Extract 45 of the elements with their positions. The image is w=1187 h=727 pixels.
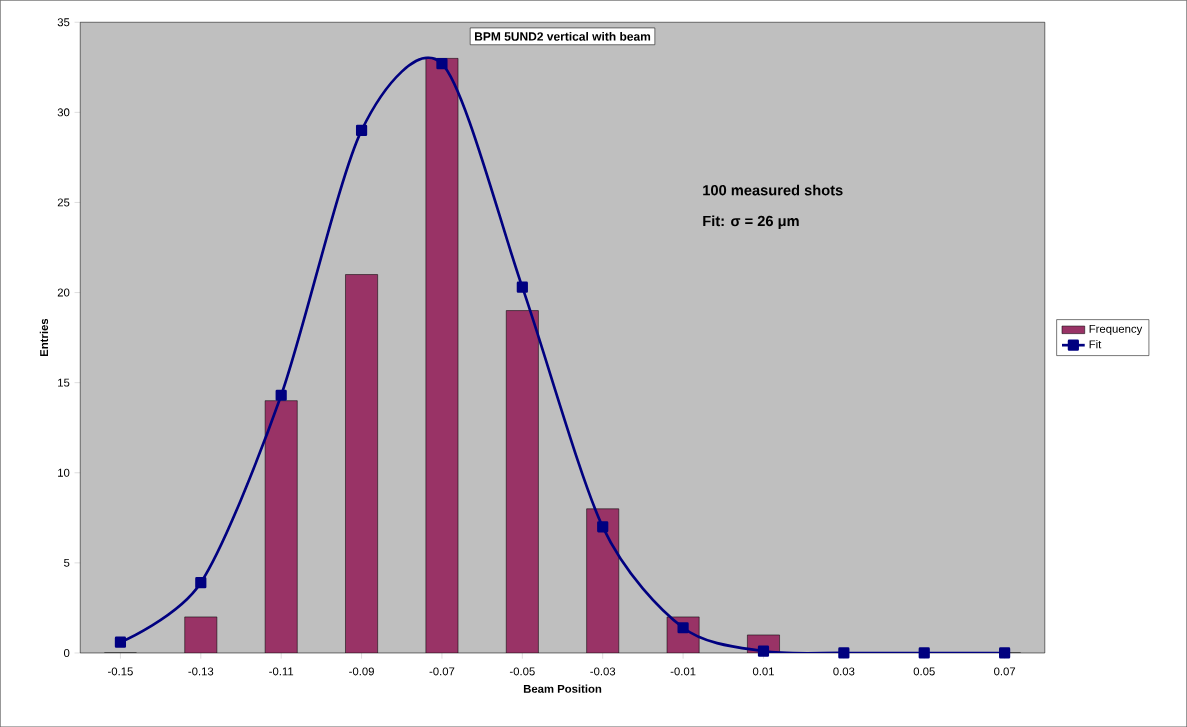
point xyxy=(677,622,689,634)
y-tick-label: 25 xyxy=(57,198,70,207)
y-axis-title: Entries xyxy=(39,318,49,356)
legend-label: Fit xyxy=(1089,339,1102,349)
point xyxy=(838,647,850,659)
x-tick-label: -0.11 xyxy=(269,667,294,676)
point xyxy=(516,281,528,293)
y-tick-label: 15 xyxy=(58,378,70,387)
x-tick-label: -0.01 xyxy=(670,667,696,676)
legend-label: Frequency xyxy=(1089,324,1143,335)
x-tick-label: 0.01 xyxy=(752,667,774,676)
bar xyxy=(505,310,539,653)
y-tick-label: 10 xyxy=(58,468,70,477)
x-tick-label: 0.03 xyxy=(833,667,855,676)
point xyxy=(918,647,930,659)
point xyxy=(275,389,287,401)
y-tick-label: 5 xyxy=(64,558,70,567)
x-tick-label: 0.07 xyxy=(994,667,1016,676)
y-tick-label: 0 xyxy=(63,648,70,657)
x-tick-label: -0.05 xyxy=(509,667,535,676)
y-tick-label: 30 xyxy=(57,108,70,117)
bar xyxy=(586,508,620,653)
point xyxy=(195,576,207,589)
x-axis-title: Beam Position xyxy=(523,684,602,693)
point xyxy=(114,636,127,648)
y-tick-label: 35 xyxy=(57,18,70,27)
annotation: Fit: σ = 26 μm xyxy=(703,215,799,229)
x-tick-label: -0.13 xyxy=(188,667,214,676)
y-tick-label: 20 xyxy=(57,288,70,297)
bar xyxy=(264,400,298,653)
x-tick-label: -0.09 xyxy=(349,667,374,676)
x-tick-label: -0.03 xyxy=(590,667,616,676)
bar xyxy=(345,274,378,653)
point xyxy=(757,645,770,657)
x-tick-label: 0.05 xyxy=(913,667,935,676)
x-tick-label: -0.07 xyxy=(429,667,455,676)
point xyxy=(597,521,609,533)
bar xyxy=(184,616,218,653)
bar xyxy=(425,57,459,653)
point xyxy=(436,58,448,70)
point xyxy=(999,647,1011,659)
annotation: 100 measured shots xyxy=(703,184,843,196)
text: BPM 5UND2 vertical with beam xyxy=(475,31,651,41)
point xyxy=(355,124,368,136)
x-tick-label: -0.15 xyxy=(108,667,133,676)
